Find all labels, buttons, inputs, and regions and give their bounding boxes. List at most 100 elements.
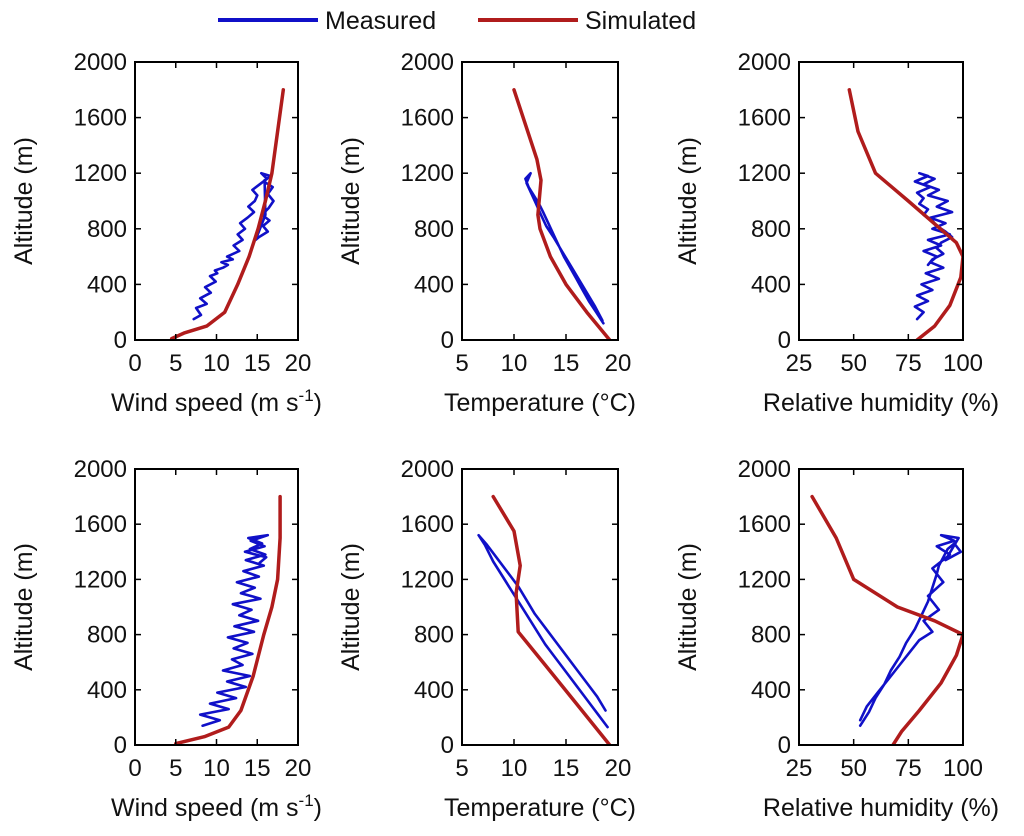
ylabel: Altitude (m) (10, 543, 38, 671)
ytick-label: 800 (87, 622, 127, 649)
ytick-label: 0 (778, 327, 791, 354)
ytick-label: 1600 (401, 511, 454, 538)
ytick-label: 0 (778, 732, 791, 759)
ytick-label: 0 (441, 327, 454, 354)
ylabel: Altitude (m) (337, 543, 365, 671)
ytick-label: 2000 (738, 49, 791, 76)
xtick-label: 0 (128, 755, 141, 782)
ytick-label: 2000 (738, 456, 791, 483)
ytick-label: 2000 (401, 456, 454, 483)
legend-measured-label: Measured (325, 7, 436, 35)
ytick-label: 400 (414, 677, 454, 704)
ytick-label: 1600 (74, 105, 127, 132)
ytick-label: 1200 (738, 160, 791, 187)
xtick-label: 50 (840, 350, 867, 377)
ytick-label: 0 (114, 327, 127, 354)
ytick-label: 800 (414, 622, 454, 649)
legend: Measured Simulated (218, 7, 696, 35)
series-measured-p4 (198, 533, 270, 728)
ytick-label: 2000 (401, 49, 454, 76)
ylabel: Altitude (m) (337, 137, 365, 265)
ytick-label: 1200 (401, 566, 454, 593)
xlabel: Temperature (°C) (444, 794, 636, 822)
xtick-label: 50 (840, 755, 867, 782)
ytick-label: 1600 (401, 105, 454, 132)
subplot-p4: 0 400 800 1200 1600 2000 0 5 10 15 20 Altitude (m) W… (10, 456, 322, 822)
series-measured-p1 (192, 171, 275, 321)
ylabel: Altitude (m) (674, 543, 702, 671)
xlabel: Temperature (°C) (444, 389, 636, 417)
series-measured-p2 (524, 171, 605, 325)
xtick-label: 25 (786, 350, 813, 377)
xtick-label: 5 (455, 350, 468, 377)
ytick-label: 800 (414, 216, 454, 243)
xlabel: Wind speed (m s-1) (111, 791, 322, 822)
axes-frame-p5 (461, 468, 619, 746)
xtick-label: 75 (895, 755, 922, 782)
xtick-label: 5 (169, 755, 182, 782)
xtick-label: 20 (605, 350, 632, 377)
xtick-label: 10 (501, 350, 528, 377)
series-simulated-p3 (847, 88, 963, 340)
legend-simulated-label: Simulated (585, 7, 696, 35)
series-simulated-p5 (491, 494, 612, 745)
series-simulated-p4 (174, 494, 282, 745)
ytick-label: 800 (87, 216, 127, 243)
ytick-label: 0 (441, 732, 454, 759)
xtick-label: 5 (455, 755, 468, 782)
subplot-p6: 0 400 800 1200 1600 2000 25 50 75 100 Altitude (m)… (674, 456, 999, 822)
xtick-label: 15 (553, 350, 580, 377)
axes-frame-p2 (461, 61, 619, 341)
ytick-label: 1200 (74, 160, 127, 187)
axes-frame-p6 (798, 468, 964, 746)
axes-frame-p3 (798, 61, 964, 341)
subplot-p3: 0 400 800 1200 1600 2000 25 50 75 100 Altitude (m)… (674, 49, 999, 417)
ytick-label: 1600 (738, 511, 791, 538)
ytick-label: 400 (87, 677, 127, 704)
xlabel: Wind speed (m s-1) (111, 386, 322, 417)
ytick-label: 2000 (74, 49, 127, 76)
ytick-label: 400 (751, 271, 791, 298)
xlabel: Relative humidity (%) (763, 389, 999, 417)
ytick-label: 1600 (738, 105, 791, 132)
series-measured-p5 (477, 533, 609, 729)
xtick-label: 100 (943, 755, 983, 782)
xtick-label: 10 (203, 350, 230, 377)
ylabel: Altitude (m) (10, 137, 38, 265)
series-measured-p6 (858, 533, 963, 728)
xtick-label: 15 (244, 755, 271, 782)
ytick-label: 0 (114, 732, 127, 759)
subplot-p5: 0 400 800 1200 1600 2000 5 10 15 20 Altitude (m) Te… (337, 456, 636, 822)
xtick-label: 100 (943, 350, 983, 377)
subplot-p1: 0 400 800 1200 1600 2000 0 5 10 15 20 Altitude (m) W… (10, 49, 322, 417)
ytick-label: 1200 (401, 160, 454, 187)
xtick-label: 25 (786, 755, 813, 782)
ytick-label: 800 (751, 216, 791, 243)
ytick-label: 800 (751, 622, 791, 649)
series-simulated-p1 (169, 88, 286, 340)
ytick-label: 400 (751, 677, 791, 704)
xtick-label: 20 (285, 755, 312, 782)
xtick-label: 15 (553, 755, 580, 782)
xtick-label: 5 (169, 350, 182, 377)
ylabel: Altitude (m) (674, 137, 702, 265)
series-simulated-p6 (810, 494, 963, 745)
ytick-label: 1200 (74, 566, 127, 593)
ytick-label: 400 (87, 271, 127, 298)
series-simulated-p2 (512, 88, 612, 340)
ytick-label: 1200 (738, 566, 791, 593)
xtick-label: 20 (285, 350, 312, 377)
ytick-label: 400 (414, 271, 454, 298)
xtick-label: 10 (501, 755, 528, 782)
xtick-label: 0 (128, 350, 141, 377)
xlabel: Relative humidity (%) (763, 794, 999, 822)
ytick-label: 2000 (74, 456, 127, 483)
series-measured-p3 (913, 171, 954, 321)
xtick-label: 15 (244, 350, 271, 377)
xtick-label: 75 (895, 350, 922, 377)
xtick-label: 10 (203, 755, 230, 782)
subplot-p2: 0 400 800 1200 1600 2000 5 10 15 20 Altitude (m) Te… (337, 49, 636, 417)
ytick-label: 1600 (74, 511, 127, 538)
